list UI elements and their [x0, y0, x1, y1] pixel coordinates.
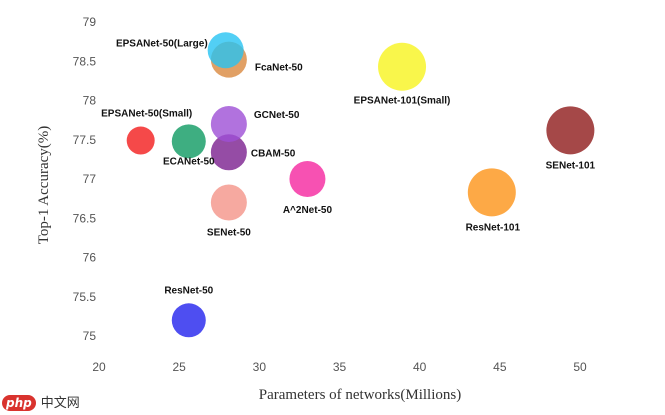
label-a-2net-50: A^2Net-50 — [283, 205, 333, 216]
x-tick-label: 25 — [172, 360, 186, 374]
label-cbam-50: CBAM-50 — [251, 148, 296, 159]
y-tick-label: 78.5 — [73, 54, 97, 68]
watermark: php 中文网 — [2, 395, 82, 412]
point-epsanet-101-small — [378, 42, 427, 91]
label-epsanet-101-small: EPSANet-101(Small) — [354, 96, 451, 107]
y-tick-label: 75 — [83, 329, 97, 343]
point-labels: ResNet-50 SENet-50 A^2Net-50 CBAM-50 ECANet-… — [101, 38, 595, 296]
y-tick-label: 79 — [83, 15, 97, 29]
point-resnet-50 — [171, 303, 206, 338]
label-ecanet-50: ECANet-50 — [163, 156, 215, 167]
data-points — [126, 32, 595, 338]
x-tick-label: 30 — [253, 360, 267, 374]
point-senet-101 — [546, 106, 595, 155]
x-axis-title: Parameters of networks(Millions) — [259, 387, 461, 403]
x-tick-label: 40 — [413, 360, 427, 374]
label-senet-101: SENet-101 — [546, 160, 596, 171]
y-tick-label: 78 — [83, 94, 97, 108]
label-fcanet-50: FcaNet-50 — [255, 63, 303, 74]
label-epsanet-50-small: EPSANet-50(Small) — [101, 109, 192, 120]
y-axis-title: Top-1 Accuracy(%) — [36, 126, 52, 244]
label-resnet-50: ResNet-50 — [164, 285, 213, 296]
point-cbam-50 — [210, 134, 247, 171]
label-gcnet-50: GCNet-50 — [254, 110, 300, 121]
y-tick-label: 77.5 — [73, 133, 97, 147]
label-epsanet-50-large: EPSANet-50(Large) — [116, 38, 208, 49]
x-tick-label: 20 — [92, 360, 106, 374]
y-tick-label: 76.5 — [73, 211, 97, 225]
y-tick-label: 76 — [83, 251, 97, 265]
x-tick-label: 45 — [493, 360, 507, 374]
watermark-logo: php — [2, 395, 36, 411]
point-epsanet-50-small — [126, 126, 155, 155]
y-axis-ticks: 75 75.5 76 76.5 77 77.5 78 78.5 79 — [73, 15, 97, 343]
point-a-2net-50 — [289, 161, 326, 197]
point-senet-50 — [210, 184, 247, 221]
point-epsanet-50-large — [207, 32, 244, 69]
point-gcnet-50 — [210, 106, 247, 143]
label-senet-50: SENet-50 — [207, 228, 251, 239]
y-tick-label: 75.5 — [73, 290, 97, 304]
y-tick-label: 77 — [83, 172, 97, 186]
watermark-text: 中文网 — [38, 396, 82, 411]
point-resnet-101 — [467, 168, 516, 217]
point-ecanet-50 — [171, 124, 206, 159]
label-resnet-101: ResNet-101 — [466, 222, 521, 233]
x-tick-label: 35 — [333, 360, 347, 374]
x-tick-label: 50 — [573, 360, 587, 374]
x-axis-ticks: 20 25 30 35 40 45 50 — [92, 360, 587, 374]
